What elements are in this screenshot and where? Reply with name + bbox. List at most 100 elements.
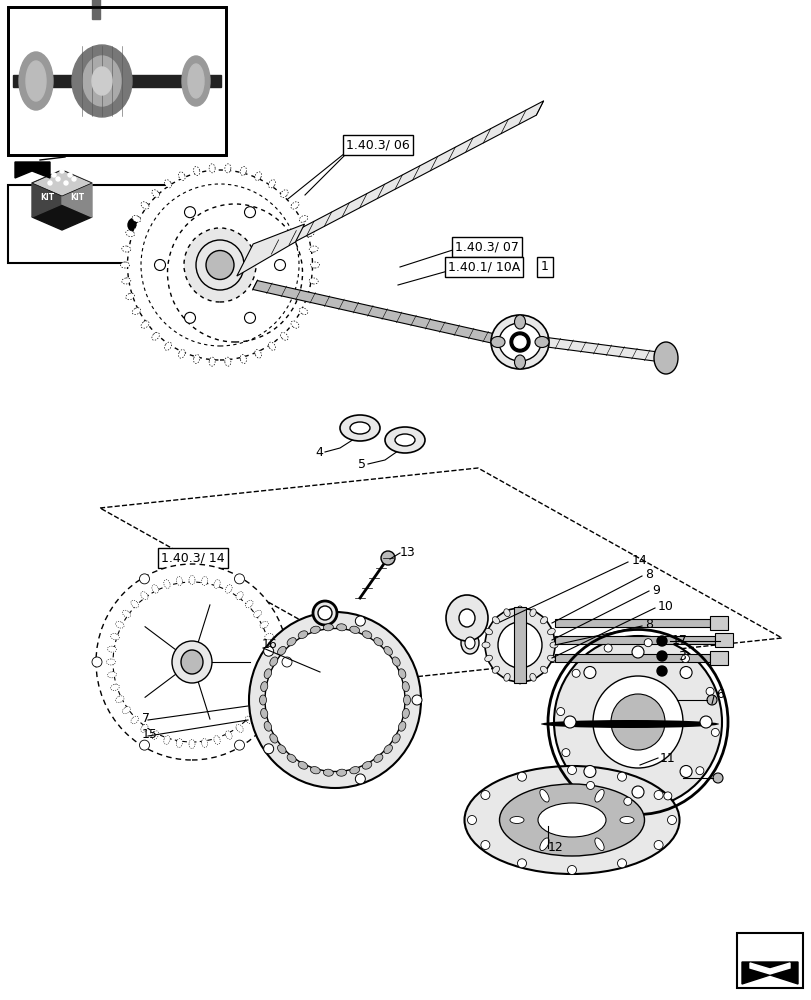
Ellipse shape (277, 646, 285, 655)
Text: 4: 4 (315, 446, 323, 458)
Ellipse shape (539, 838, 548, 851)
Ellipse shape (132, 308, 140, 315)
Ellipse shape (299, 215, 307, 222)
Circle shape (667, 815, 676, 824)
Ellipse shape (225, 731, 232, 739)
Circle shape (583, 667, 595, 679)
Circle shape (517, 772, 526, 781)
Bar (8, 185, 173, 263)
Circle shape (699, 716, 711, 728)
Ellipse shape (373, 754, 383, 762)
Ellipse shape (127, 170, 312, 360)
Ellipse shape (236, 592, 243, 600)
Bar (554, 636, 714, 644)
Ellipse shape (401, 682, 409, 692)
Ellipse shape (122, 610, 131, 617)
Circle shape (623, 797, 631, 805)
Text: 7: 7 (142, 711, 150, 724)
Circle shape (517, 859, 526, 868)
Circle shape (60, 169, 64, 173)
Circle shape (656, 651, 666, 661)
Ellipse shape (178, 172, 185, 180)
Ellipse shape (318, 606, 332, 620)
Ellipse shape (240, 355, 246, 363)
Ellipse shape (503, 673, 509, 681)
Bar (709, 616, 727, 630)
Circle shape (264, 646, 273, 656)
Ellipse shape (540, 666, 547, 673)
Circle shape (663, 792, 671, 800)
Ellipse shape (323, 769, 333, 776)
Ellipse shape (115, 621, 124, 628)
Ellipse shape (172, 641, 212, 683)
Ellipse shape (141, 184, 298, 346)
Ellipse shape (305, 230, 314, 237)
Ellipse shape (514, 315, 525, 329)
Circle shape (480, 790, 489, 799)
Ellipse shape (350, 626, 359, 633)
Bar (13, 75, 221, 87)
Circle shape (234, 740, 244, 750)
Circle shape (680, 667, 691, 679)
Polygon shape (271, 101, 543, 254)
Ellipse shape (594, 838, 603, 851)
Ellipse shape (350, 767, 359, 774)
Text: 12: 12 (547, 841, 563, 854)
Ellipse shape (176, 739, 182, 747)
Ellipse shape (310, 262, 319, 268)
Circle shape (264, 744, 273, 754)
Circle shape (712, 773, 722, 783)
Ellipse shape (188, 64, 204, 98)
Circle shape (480, 840, 489, 849)
Circle shape (380, 551, 394, 565)
Ellipse shape (264, 684, 273, 691)
Ellipse shape (140, 592, 148, 600)
Ellipse shape (287, 638, 296, 646)
Ellipse shape (164, 736, 170, 744)
Ellipse shape (337, 624, 346, 631)
Ellipse shape (509, 816, 523, 823)
Ellipse shape (461, 632, 478, 654)
Ellipse shape (264, 669, 271, 678)
Circle shape (184, 207, 195, 218)
Circle shape (139, 740, 149, 750)
Ellipse shape (120, 262, 129, 268)
Ellipse shape (269, 734, 277, 743)
Ellipse shape (491, 617, 499, 624)
Circle shape (603, 644, 611, 652)
Bar (8, 7, 225, 155)
Ellipse shape (110, 633, 119, 640)
Ellipse shape (260, 696, 268, 703)
Ellipse shape (152, 332, 159, 340)
Ellipse shape (398, 669, 406, 678)
Text: 1.40.3/ 14: 1.40.3/ 14 (161, 552, 225, 564)
Text: 10: 10 (657, 600, 673, 613)
Text: 16: 16 (262, 638, 277, 650)
Ellipse shape (298, 762, 307, 769)
Polygon shape (15, 162, 50, 178)
Ellipse shape (213, 580, 220, 588)
Ellipse shape (499, 323, 540, 361)
Ellipse shape (464, 766, 679, 874)
Ellipse shape (182, 56, 210, 106)
Ellipse shape (209, 357, 215, 366)
Ellipse shape (392, 657, 400, 666)
Text: 9: 9 (651, 584, 659, 596)
Ellipse shape (72, 45, 132, 117)
Ellipse shape (140, 724, 148, 732)
Ellipse shape (547, 628, 555, 635)
Bar (709, 651, 727, 665)
Ellipse shape (323, 624, 333, 631)
Ellipse shape (107, 672, 116, 678)
Ellipse shape (110, 684, 119, 691)
Circle shape (92, 657, 102, 667)
Ellipse shape (245, 600, 253, 608)
Ellipse shape (193, 167, 200, 175)
Circle shape (52, 173, 56, 177)
Text: KIT: KIT (40, 193, 54, 202)
Circle shape (64, 181, 68, 185)
Ellipse shape (491, 336, 504, 348)
Bar (736, 933, 802, 988)
Circle shape (710, 728, 719, 736)
Text: 1.40.3/ 06: 1.40.3/ 06 (345, 139, 410, 152)
